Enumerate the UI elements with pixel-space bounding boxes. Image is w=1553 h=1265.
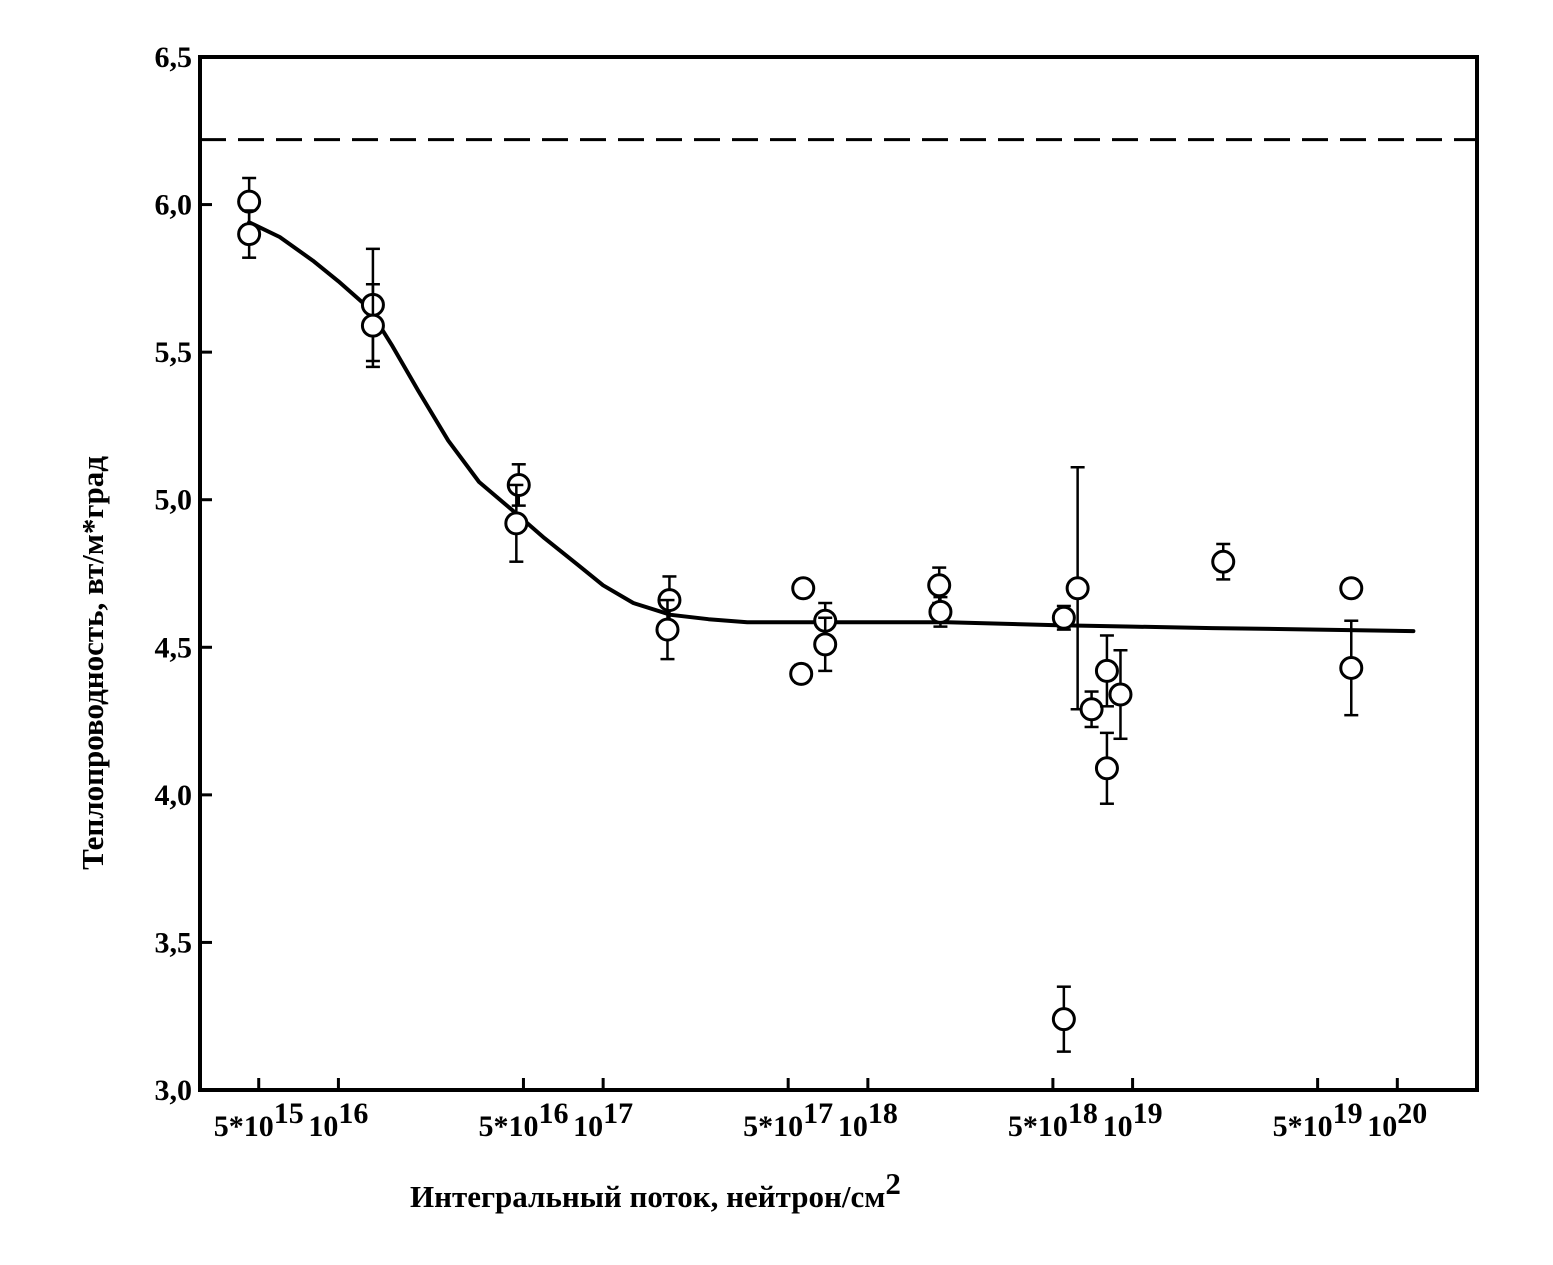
data-point bbox=[1094, 658, 1119, 683]
data-point bbox=[791, 576, 816, 601]
x-tick-label: 1018 bbox=[838, 1097, 898, 1143]
y-tick-label: 5,5 bbox=[155, 336, 193, 369]
data-point bbox=[655, 617, 680, 642]
y-tick-label: 4,5 bbox=[155, 631, 193, 664]
x-tick-label: 1017 bbox=[573, 1097, 633, 1143]
data-point-group bbox=[1051, 604, 1076, 631]
x-tick-label: 1016 bbox=[308, 1097, 368, 1143]
data-point-group bbox=[791, 576, 816, 601]
x-axis-ticks: 5*1015 1016 5*1016 1017 5*1017 1018 5*1018 1019… bbox=[214, 1078, 1427, 1143]
data-point-group bbox=[813, 616, 838, 673]
data-point-group bbox=[1094, 731, 1119, 805]
data-point bbox=[1051, 1007, 1076, 1032]
data-point-group bbox=[1108, 648, 1133, 741]
data-point bbox=[1339, 576, 1364, 601]
data-point bbox=[1108, 682, 1133, 707]
data-point bbox=[928, 599, 953, 624]
y-tick-label: 5,0 bbox=[155, 484, 193, 517]
y-axis-title: Теплопроводность, вт/м*град bbox=[75, 456, 110, 870]
data-point bbox=[360, 313, 385, 338]
data-point-group bbox=[1079, 690, 1104, 729]
data-point-group bbox=[655, 598, 680, 661]
data-point-group bbox=[237, 209, 262, 259]
x-tick-label: 5*1017 bbox=[743, 1097, 833, 1143]
y-tick-label: 6,5 bbox=[155, 41, 193, 74]
data-point bbox=[1079, 697, 1104, 722]
x-tick-label: 1019 bbox=[1103, 1097, 1163, 1143]
y-tick-label: 3,0 bbox=[155, 1074, 193, 1107]
data-point bbox=[1339, 655, 1364, 680]
data-point-group bbox=[1211, 542, 1236, 581]
data-point-group bbox=[1339, 576, 1364, 601]
data-point bbox=[237, 189, 262, 214]
data-point-group bbox=[1094, 634, 1119, 708]
data-point-group bbox=[928, 595, 953, 628]
data-point-group bbox=[1051, 985, 1076, 1053]
data-point bbox=[1094, 756, 1119, 781]
data-point bbox=[813, 632, 838, 657]
plot-frame bbox=[198, 55, 1479, 1092]
data-point bbox=[789, 661, 814, 686]
data-point bbox=[1211, 549, 1236, 574]
data-point bbox=[927, 573, 952, 598]
x-tick-label: 5*1019 bbox=[1273, 1097, 1363, 1143]
y-tick-label: 4,0 bbox=[155, 779, 193, 812]
data-point-group bbox=[789, 661, 814, 686]
data-point bbox=[237, 222, 262, 247]
data-points-layer bbox=[237, 176, 1364, 1053]
data-point-group bbox=[504, 483, 529, 563]
fit-curve-layer bbox=[247, 220, 1416, 634]
data-point-group bbox=[360, 283, 385, 369]
data-point bbox=[504, 511, 529, 536]
x-tick-label: 1020 bbox=[1367, 1097, 1427, 1143]
data-point-group bbox=[237, 176, 262, 227]
data-point bbox=[1065, 576, 1090, 601]
data-point-group bbox=[1065, 465, 1090, 711]
y-axis-ticks: 3,0 3,5 4,0 4,5 5,0 5,5 6,0 6,5 bbox=[155, 41, 212, 1107]
y-tick-label: 3,5 bbox=[155, 926, 193, 959]
y-tick-label: 6,0 bbox=[155, 189, 193, 222]
fit-curve bbox=[247, 220, 1416, 634]
x-axis-title: Интегральный поток, нейтрон/см2 bbox=[410, 1166, 901, 1214]
x-tick-label: 5*1018 bbox=[1008, 1097, 1098, 1143]
data-point-group bbox=[1339, 619, 1364, 717]
data-point bbox=[1051, 605, 1076, 630]
x-tick-label: 5*1016 bbox=[478, 1097, 568, 1143]
x-tick-label: 5*1015 bbox=[214, 1097, 304, 1143]
